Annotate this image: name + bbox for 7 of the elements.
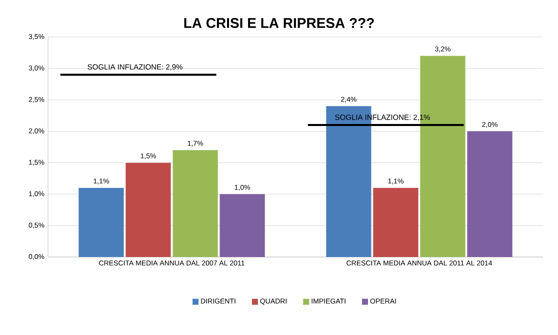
bar — [126, 162, 171, 257]
chart-title: LA CRISI E LA RIPRESA ??? — [184, 18, 374, 28]
bar — [467, 131, 512, 257]
bar — [78, 188, 124, 257]
bar — [220, 194, 265, 257]
bar — [373, 188, 418, 257]
bar — [172, 150, 218, 257]
